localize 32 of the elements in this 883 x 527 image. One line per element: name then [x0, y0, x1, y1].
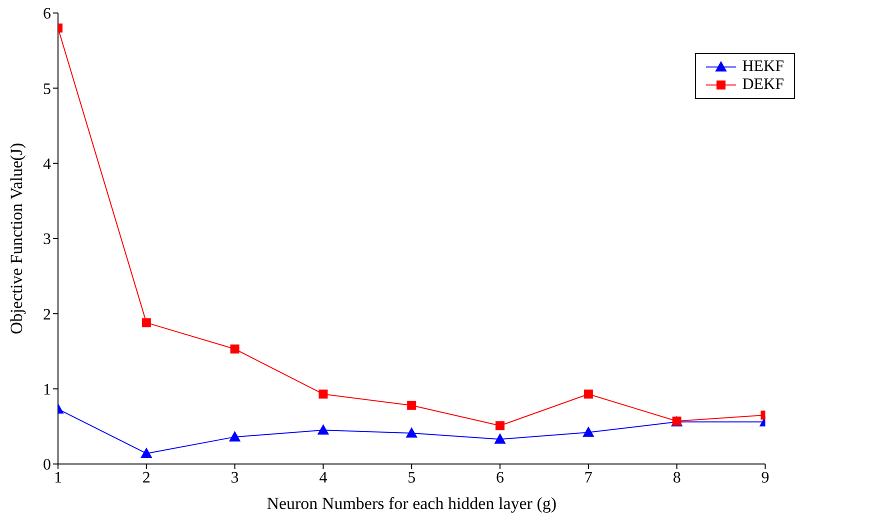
y-tick-label: 4 [43, 156, 51, 174]
point [229, 431, 240, 442]
legend-label: HEKF [742, 58, 784, 76]
x-axis-title: Neuron Numbers for each hidden layer (g) [266, 494, 557, 513]
point [230, 344, 240, 354]
x-tick-label: 8 [672, 469, 681, 486]
y-axis-title: Objective Function Value(J) [7, 142, 26, 334]
x-tick-label: 1 [54, 469, 62, 486]
x-tick-label: 3 [230, 469, 239, 486]
x-tick-label: 4 [319, 469, 328, 486]
point [318, 390, 328, 399]
legend-label: DEKF [742, 76, 784, 94]
point [318, 424, 329, 435]
point [496, 421, 505, 430]
point [584, 390, 593, 399]
y-tick-label: 1 [43, 382, 51, 399]
point [582, 426, 594, 437]
x-tick-label: 7 [584, 469, 592, 486]
x-tick-label: 6 [496, 469, 504, 486]
x-tick-label: 5 [408, 469, 416, 486]
y-tick-label: 3 [43, 231, 51, 248]
x-tick-label: 2 [142, 469, 150, 486]
point [142, 318, 151, 328]
y-tick-label: 2 [43, 306, 51, 324]
y-tick-label: 5 [43, 80, 51, 98]
point [406, 428, 418, 438]
point [407, 400, 416, 410]
x-tick-label: 9 [761, 469, 770, 486]
y-tick-label: 6 [43, 6, 51, 23]
point [140, 448, 152, 458]
point [494, 434, 506, 444]
y-tick-label: 0 [43, 456, 51, 474]
